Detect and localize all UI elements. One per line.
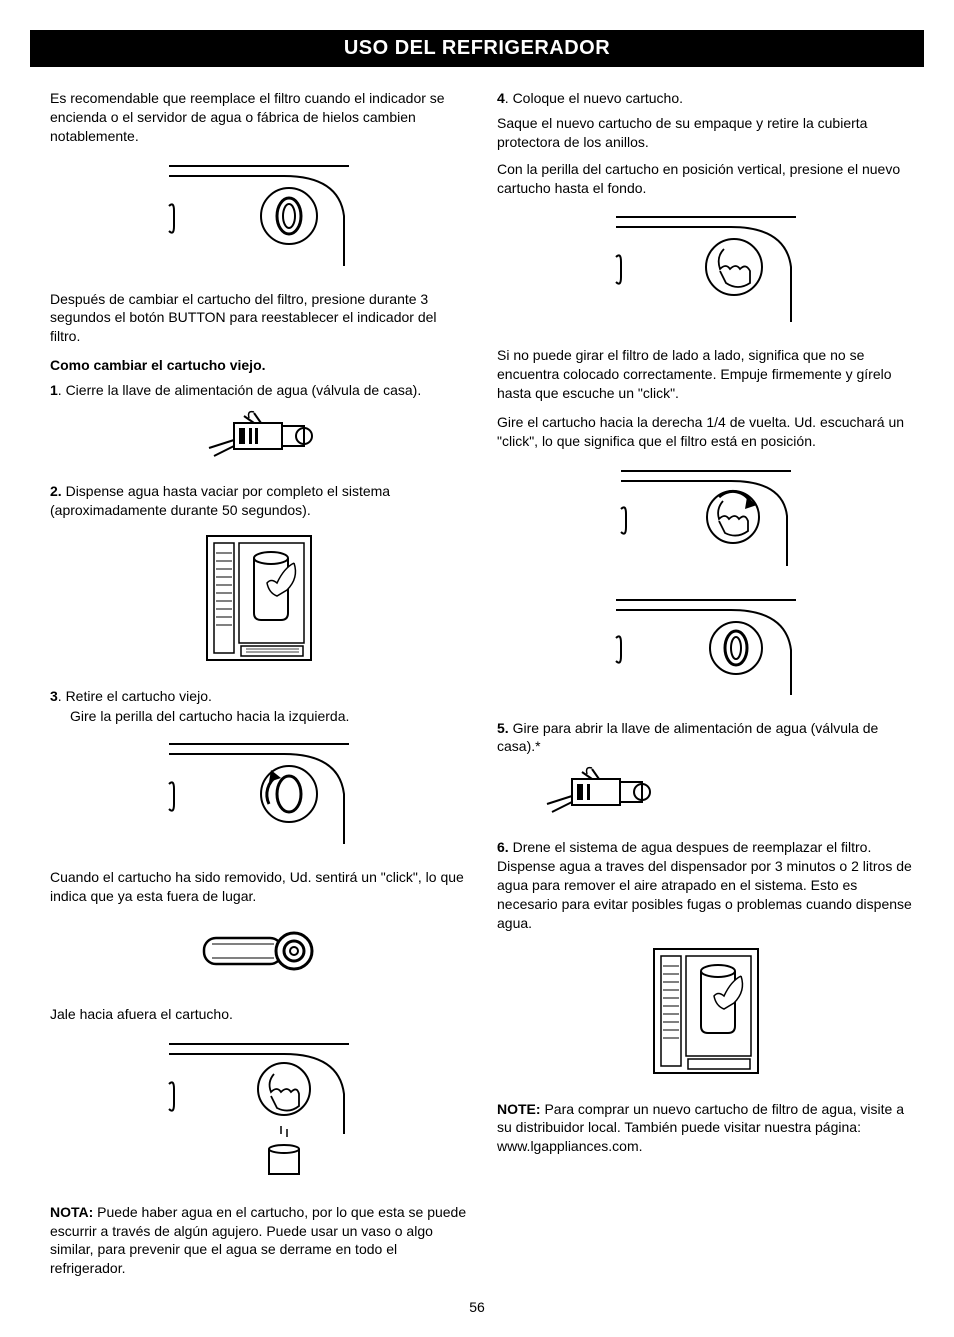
pull-out-paragraph: Jale hacia afuera el cartucho. [50, 1005, 467, 1024]
step-4-number: 4 [497, 90, 505, 106]
step-2: 2. Dispense agua hasta vaciar por comple… [50, 482, 467, 520]
step-4a: Saque el nuevo cartucho de su empaque y … [497, 114, 914, 152]
figure-turn-right-hand [497, 461, 914, 576]
step-3-text: . Retire el cartucho viejo. [58, 688, 212, 704]
page-number: 56 [30, 1298, 924, 1317]
step-3: 3. Retire el cartucho viejo. Gire la per… [50, 687, 467, 727]
step-2-number: 2. [50, 483, 62, 499]
figure-valve-2 [497, 764, 914, 824]
figure-cartridge-out [50, 916, 467, 991]
step-3-sub: Gire la perilla del cartucho hacia la iz… [50, 707, 467, 726]
figure-valve-1 [50, 408, 467, 468]
figure-pull-hand [50, 1034, 467, 1189]
step-6: 6. Drene el sistema de agua despues de r… [497, 838, 914, 932]
step-6-text: Drene el sistema de agua despues de reem… [497, 839, 912, 931]
step-3-number: 3 [50, 688, 58, 704]
figure-dispenser-1 [50, 528, 467, 673]
step-2-text: Dispense agua hasta vaciar por completo … [50, 483, 390, 518]
note-paragraph: NOTE: Para comprar un nuevo cartucho de … [497, 1100, 914, 1157]
nota-text: Puede haber agua en el cartucho, por lo … [50, 1204, 466, 1277]
turn-right-paragraph: Gire el cartucho hacia la derecha 1/4 de… [497, 413, 914, 451]
figure-insert-hand [497, 207, 914, 332]
note-text: Para comprar un nuevo cartucho de filtro… [497, 1101, 904, 1155]
figure-filter-housing-2 [497, 590, 914, 705]
cant-turn-paragraph: Si no puede girar el filtro de lado a la… [497, 346, 914, 403]
figure-turn-left [50, 734, 467, 854]
section-header: USO DEL REFRIGERADOR [30, 30, 924, 67]
step-5-number: 5. [497, 720, 509, 736]
nota-paragraph: NOTA: Puede haber agua en el cartucho, p… [50, 1203, 467, 1279]
after-change-paragraph: Después de cambiar el cartucho del filtr… [50, 290, 467, 347]
step-1-number: 1 [50, 382, 58, 398]
step-4: 4. Coloque el nuevo cartucho. [497, 89, 914, 108]
step-1: 1. Cierre la llave de alimentación de ag… [50, 381, 467, 400]
step-6-number: 6. [497, 839, 509, 855]
step-4-text: . Coloque el nuevo cartucho. [505, 90, 683, 106]
step-5: 5. Gire para abrir la llave de alimentac… [497, 719, 914, 757]
left-column: Es recomendable que reemplace el filtro … [30, 89, 467, 1288]
step-5-text: Gire para abrir la llave de alimentación… [497, 720, 878, 755]
intro-paragraph: Es recomendable que reemplace el filtro … [50, 89, 467, 146]
removed-click-paragraph: Cuando el cartucho ha sido removido, Ud.… [50, 868, 467, 906]
note-label: NOTE: [497, 1101, 541, 1117]
nota-label: NOTA: [50, 1204, 93, 1220]
step-1-text: . Cierre la llave de alimentación de agu… [58, 382, 421, 398]
howto-title: Como cambiar el cartucho viejo. [50, 356, 467, 375]
figure-dispenser-2 [497, 941, 914, 1086]
content-columns: Es recomendable que reemplace el filtro … [30, 89, 924, 1288]
step-4b: Con la perilla del cartucho en posición … [497, 160, 914, 198]
right-column: 4. Coloque el nuevo cartucho. Saque el n… [497, 89, 924, 1288]
figure-filter-housing-1 [50, 156, 467, 276]
